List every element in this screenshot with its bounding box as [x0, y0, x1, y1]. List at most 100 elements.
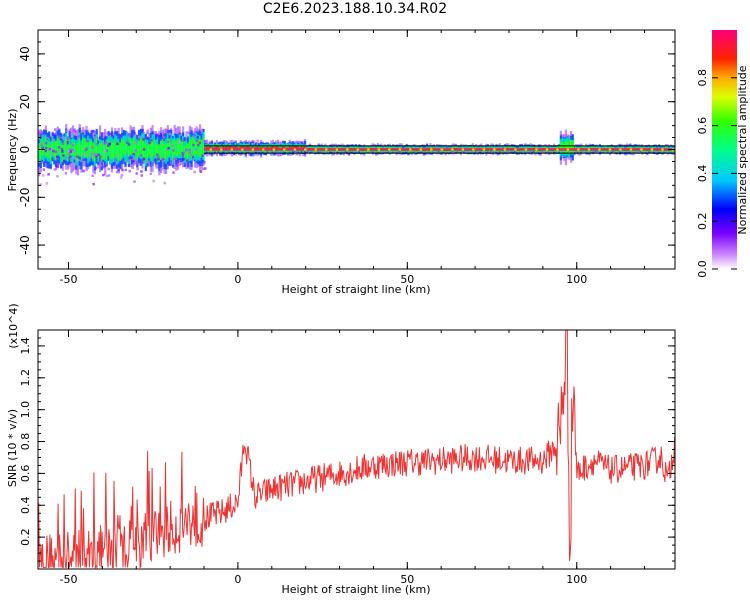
heatmap-cell — [171, 147, 175, 157]
heatmap-cell — [124, 168, 127, 172]
ridge-dot — [629, 148, 633, 151]
heatmap-cell — [288, 146, 291, 149]
heatmap-cell — [283, 146, 286, 149]
heatmap-cell — [201, 163, 204, 166]
heatmap-cell — [102, 173, 105, 177]
ridge-dot — [598, 148, 601, 151]
heatmap-cell — [140, 174, 144, 177]
heatmap-cell — [133, 131, 136, 135]
heatmap-cell — [175, 164, 179, 167]
heatmap-cell — [61, 154, 65, 157]
heatmap-cell — [159, 134, 163, 137]
colorbar-gradient — [712, 30, 737, 269]
snr-y-tick-label: 0.4 — [19, 497, 32, 515]
heatmap-cell — [156, 153, 159, 156]
heatmap-cell — [193, 144, 197, 152]
heatmap-cell — [182, 151, 186, 154]
ridge-dot — [230, 148, 234, 151]
heatmap-cell — [141, 143, 144, 151]
colorbar-tick-label: 0.8 — [696, 69, 709, 87]
heatmap-cell — [100, 146, 103, 156]
heatmap-cell — [206, 154, 209, 157]
heatmap-cell — [155, 166, 158, 169]
ridge-dot — [367, 148, 370, 151]
heatmap-cell — [60, 148, 64, 151]
snr-x-label: Height of straight line (km) — [281, 583, 430, 596]
heatmap-cell — [188, 148, 191, 152]
snr-y-tick-label: 1.0 — [19, 401, 32, 419]
heatmap-cell — [150, 139, 153, 142]
heatmap-cell — [68, 155, 72, 158]
heatmap-cell — [135, 172, 138, 175]
heatmap-cell — [131, 143, 134, 152]
heatmap-cell — [46, 136, 49, 140]
ridge-dot — [535, 148, 538, 151]
heatmap-cell — [157, 158, 160, 161]
spectrogram-y-tick-label: 20 — [18, 94, 32, 109]
ridge-dot — [388, 148, 391, 151]
heatmap-cell — [117, 154, 121, 158]
heatmap-cell — [248, 146, 251, 150]
heatmap-cell — [165, 129, 169, 132]
heatmap-cell — [184, 162, 187, 166]
heatmap-cell — [148, 145, 151, 154]
spectrogram-panel: -50 0 50 100 -40 -20 0 20 40 Height of straight … — [6, 29, 676, 296]
heatmap-cell — [127, 143, 131, 146]
snr-y-tick-label: 0.8 — [19, 433, 32, 451]
heatmap-cell — [139, 153, 143, 157]
spectrogram-heatmap — [38, 123, 675, 186]
heatmap-cell — [563, 144, 566, 151]
heatmap-cell — [118, 133, 122, 137]
heatmap-cell — [559, 145, 562, 151]
ridge-dot — [262, 148, 265, 151]
heatmap-cell — [109, 132, 112, 136]
heatmap-cell — [276, 146, 280, 150]
ridge-dot — [419, 148, 423, 151]
heatmap-cell — [61, 150, 64, 153]
heatmap-cell — [197, 143, 200, 147]
heatmap-cell — [98, 155, 102, 158]
heatmap-cell — [167, 146, 170, 150]
chart-title: C2E6.2023.188.10.34.R02 — [262, 1, 448, 17]
heatmap-cell — [80, 147, 83, 155]
heatmap-cell — [239, 146, 242, 150]
snr-y-tick-label: 1.2 — [19, 369, 32, 387]
heatmap-cell — [144, 149, 147, 156]
heatmap-cell — [157, 155, 160, 159]
ridge-dot — [346, 148, 349, 151]
heatmap-cell — [201, 167, 205, 171]
heatmap-cell — [59, 138, 63, 141]
heatmap-cell — [44, 141, 48, 145]
heatmap-cell — [67, 149, 71, 153]
heatmap-cell — [112, 146, 115, 155]
heatmap-cell — [117, 146, 120, 156]
heatmap-cell — [163, 181, 167, 185]
heatmap-cell — [105, 149, 109, 152]
ridge-dot — [608, 148, 612, 151]
heatmap-cell — [224, 146, 227, 150]
heatmap-cell — [109, 145, 112, 155]
ridge-dot — [430, 148, 433, 151]
heatmap-cell — [152, 179, 155, 183]
heatmap-cell — [128, 169, 131, 173]
heatmap-cell — [102, 145, 105, 155]
heatmap-cell — [53, 168, 57, 171]
snr-y-tick-label: 1.4 — [19, 337, 32, 355]
heatmap-cell — [107, 174, 111, 177]
heatmap-cell — [56, 155, 59, 159]
heatmap-cell — [139, 143, 142, 151]
heatmap-cell — [87, 146, 90, 153]
snr-y-multiplier: (x10^4) — [7, 303, 20, 348]
heatmap-cell — [173, 143, 176, 151]
heatmap-cell — [162, 136, 166, 139]
heatmap-cell — [107, 144, 110, 147]
heatmap-cell — [178, 142, 181, 151]
heatmap-cell — [44, 141, 47, 152]
heatmap-cell — [293, 146, 297, 150]
heatmap-cell — [54, 150, 58, 154]
heatmap-cell — [110, 145, 114, 154]
heatmap-cell — [122, 143, 125, 151]
heatmap-cell — [140, 170, 143, 173]
heatmap-cell — [44, 146, 48, 150]
